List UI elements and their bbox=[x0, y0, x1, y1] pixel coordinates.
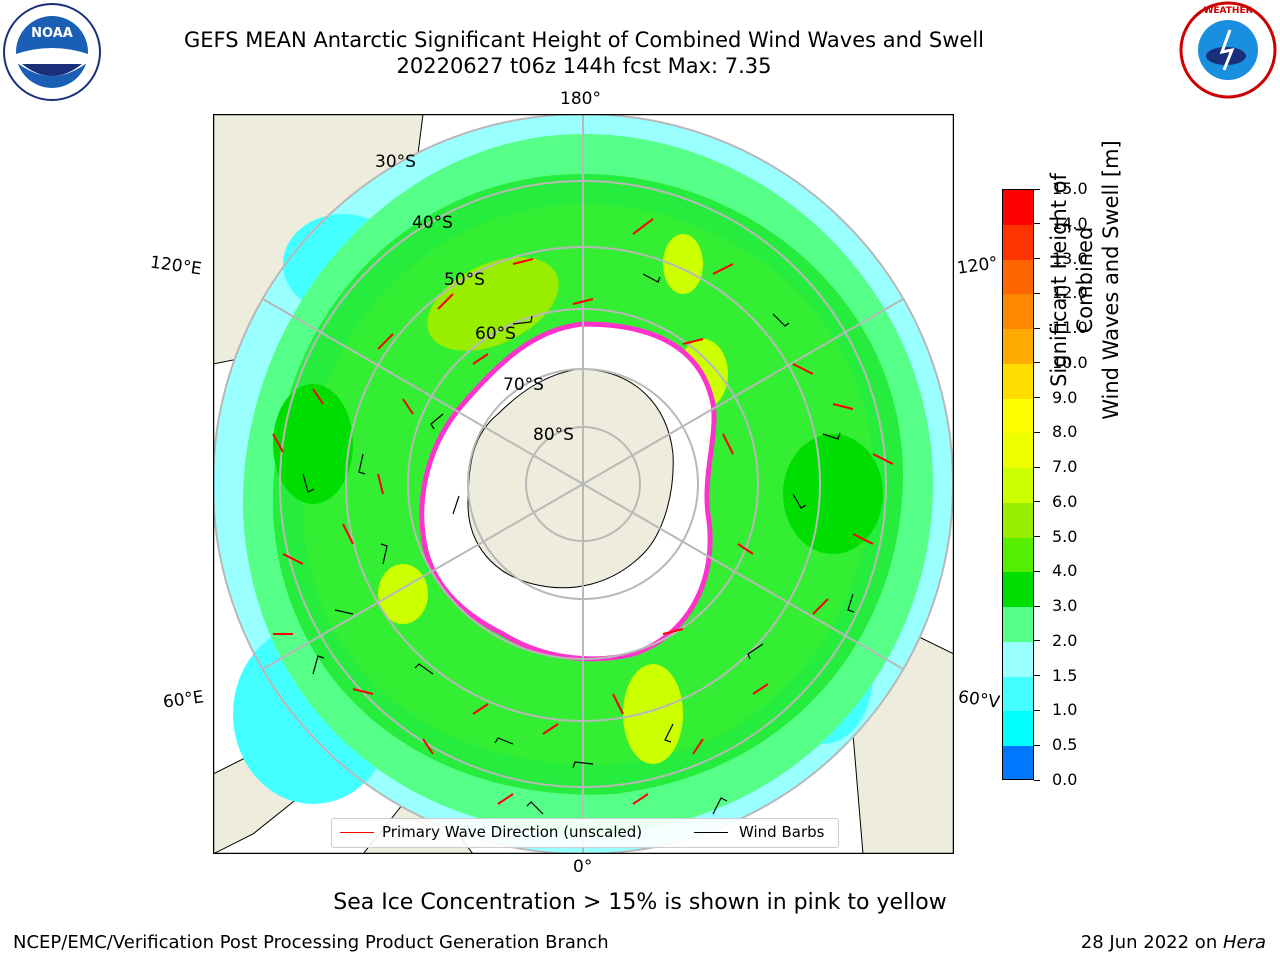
colorbar-tick-label: 9.0 bbox=[1034, 388, 1077, 407]
colorbar-segment bbox=[1003, 746, 1033, 779]
nws-logo: WEATHER bbox=[1178, 0, 1278, 100]
colorbar-segment bbox=[1003, 676, 1033, 712]
sea-ice-note: Sea Ice Concentration > 15% is shown in … bbox=[333, 890, 947, 915]
colorbar-tick-label: 0.0 bbox=[1034, 770, 1077, 789]
colorbar-tick-label: 1.5 bbox=[1034, 666, 1077, 685]
svg-text:WEATHER: WEATHER bbox=[1203, 6, 1252, 16]
colorbar-tick-label: 6.0 bbox=[1034, 492, 1077, 511]
colorbar-tick-label: 12.0 bbox=[1034, 283, 1088, 302]
meridian-label-top: 180° bbox=[560, 89, 601, 109]
footer-host: Hera bbox=[1222, 932, 1266, 953]
colorbar-segment bbox=[1003, 259, 1033, 295]
wave-arrows bbox=[272, 218, 894, 805]
colorbar-tick-label: 10.0 bbox=[1034, 353, 1088, 372]
colorbar-segment bbox=[1003, 641, 1033, 677]
colorbar-tick-label: 0.5 bbox=[1034, 735, 1077, 754]
parallel-label-50s: 50°S bbox=[444, 270, 485, 290]
colorbar-segment bbox=[1003, 363, 1033, 399]
map-border bbox=[213, 114, 954, 854]
colorbar-segment bbox=[1003, 537, 1033, 573]
meridian-label-upper-left: 120°E bbox=[148, 252, 203, 280]
colorbar-label-line1: Significant Height of Combined bbox=[1047, 173, 1097, 387]
colorbar-segment bbox=[1003, 224, 1033, 260]
colorbar-segment bbox=[1003, 433, 1033, 469]
colorbar-segment bbox=[1003, 607, 1033, 642]
colorbar-tick-label: 14.0 bbox=[1034, 214, 1088, 233]
colorbar-tick-label: 3.0 bbox=[1034, 596, 1077, 615]
barb-legend-label: Wind Barbs bbox=[739, 823, 825, 841]
colorbar-tick-label: 15.0 bbox=[1034, 179, 1088, 198]
colorbar-segment bbox=[1003, 711, 1033, 747]
colorbar-segment bbox=[1003, 468, 1033, 503]
footer-credit: NCEP/EMC/Verification Post Processing Pr… bbox=[13, 932, 609, 953]
colorbar-segment bbox=[1003, 329, 1033, 364]
colorbar-segment bbox=[1003, 572, 1033, 608]
colorbar-tick-label: 13.0 bbox=[1034, 249, 1088, 268]
colorbar-tick-label: 7.0 bbox=[1034, 457, 1077, 476]
barb-legend-line bbox=[694, 832, 728, 833]
map-legend: Primary Wave Direction (unscaled) Wind B… bbox=[331, 818, 839, 848]
colorbar-tick-label: 11.0 bbox=[1034, 318, 1088, 337]
colorbar-label-line2: Wind Waves and Swell [m] bbox=[1099, 140, 1123, 420]
meridian-label-upper-right: 120° bbox=[955, 253, 1000, 279]
footer-date: 28 Jun 2022 on Hera bbox=[1081, 932, 1266, 953]
antarctica bbox=[467, 368, 674, 589]
colorbar-segment bbox=[1003, 502, 1033, 538]
meridian-label-lower-right: 60°V bbox=[956, 687, 1001, 713]
colorbar-segment bbox=[1003, 398, 1033, 434]
colorbar bbox=[1002, 189, 1034, 780]
footer-date-text: 28 Jun 2022 on bbox=[1080, 932, 1223, 953]
colorbar-segment bbox=[1003, 294, 1033, 330]
meridian-label-lower-left: 60°E bbox=[161, 687, 206, 713]
parallel-label-40s: 40°S bbox=[412, 213, 453, 233]
wind-barbs bbox=[302, 273, 855, 815]
chart-title: GEFS MEAN Antarctic Significant Height o… bbox=[183, 28, 985, 52]
noaa-logo: NOAA bbox=[2, 2, 102, 102]
svg-text:NOAA: NOAA bbox=[31, 26, 73, 41]
parallel-label-80s: 80°S bbox=[533, 425, 574, 445]
map-canvas bbox=[213, 114, 954, 854]
chart-subtitle: 20220627 t06z 144h fcst Max: 7.35 bbox=[396, 54, 772, 78]
colorbar-label: Significant Height of Combined Wind Wave… bbox=[1046, 130, 1124, 430]
parallel-label-60s: 60°S bbox=[475, 324, 516, 344]
wave-legend-label: Primary Wave Direction (unscaled) bbox=[382, 823, 643, 841]
colorbar-tick-label: 4.0 bbox=[1034, 561, 1077, 580]
wave-legend-line bbox=[340, 832, 374, 833]
meridian-label-bottom: 0° bbox=[573, 857, 593, 877]
parallel-label-70s: 70°S bbox=[503, 375, 544, 395]
polar-map: 30°S 40°S 50°S 60°S 70°S 80°S bbox=[213, 114, 954, 854]
colorbar-segment bbox=[1003, 190, 1033, 225]
colorbar-tick-label: 5.0 bbox=[1034, 527, 1077, 546]
colorbar-tick-label: 2.0 bbox=[1034, 631, 1077, 650]
colorbar-tick-label: 8.0 bbox=[1034, 422, 1077, 441]
colorbar-tick-label: 1.0 bbox=[1034, 700, 1077, 719]
parallel-label-30s: 30°S bbox=[375, 152, 416, 172]
